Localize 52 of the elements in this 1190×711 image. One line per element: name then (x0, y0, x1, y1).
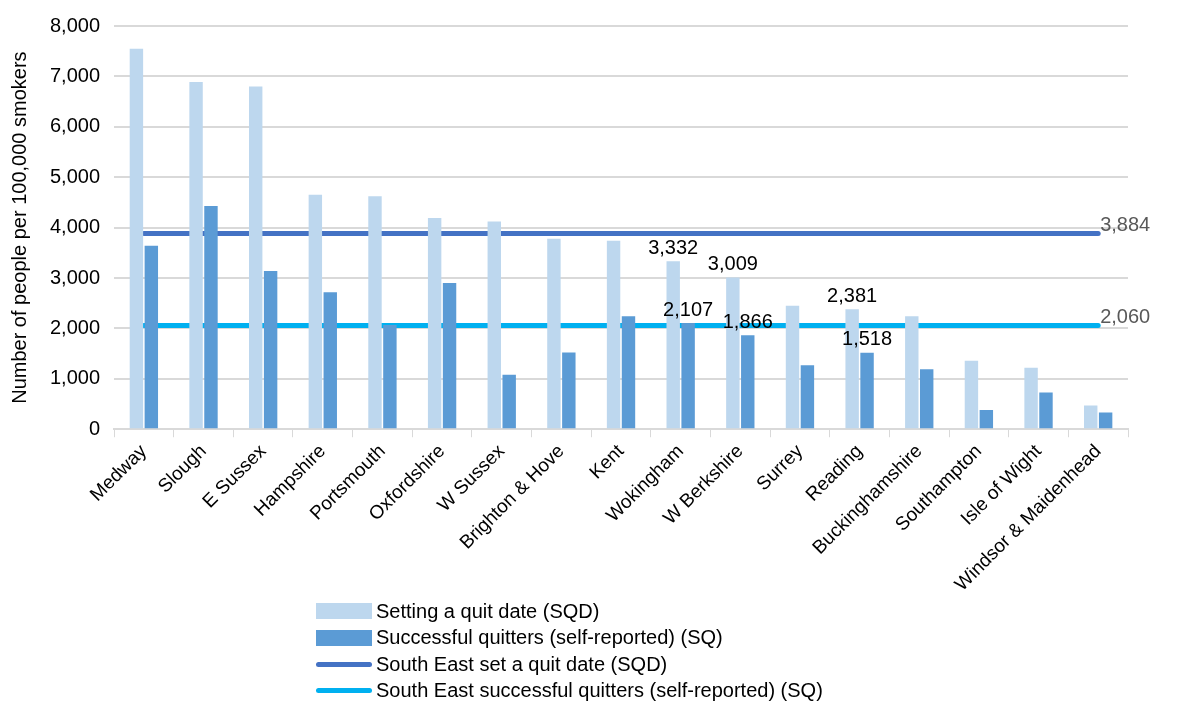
y-tick-label: 4,000 (49, 215, 101, 238)
bar (905, 316, 919, 429)
bar (487, 221, 501, 429)
bar (502, 374, 516, 429)
data-label: 2,060 (1100, 304, 1151, 327)
legend-label: South East set a quit date (SQD) (376, 652, 668, 676)
bar (606, 240, 621, 429)
bar (562, 352, 576, 429)
y-tick-label: 6,000 (49, 114, 101, 137)
y-tick-label: 3,000 (49, 265, 101, 288)
bar (681, 323, 695, 429)
bar (547, 238, 561, 429)
bar (1024, 367, 1038, 429)
bar (263, 270, 278, 429)
data-label: 2,107 (663, 297, 714, 320)
y-tick-label: 0 (88, 416, 101, 439)
y-tick-label: 2,000 (49, 315, 101, 338)
y-tick-label: 7,000 (49, 63, 101, 86)
bar (383, 324, 397, 429)
bar (189, 81, 203, 429)
bar (1039, 392, 1053, 429)
bar (1084, 405, 1098, 429)
data-label: 2,381 (827, 283, 878, 306)
bar (129, 48, 144, 429)
y-axis-title: Number of people per 100,000 smokers (7, 51, 30, 404)
bar (308, 194, 323, 429)
y-tick-label: 8,000 (49, 13, 101, 36)
data-label: 3,884 (1100, 212, 1151, 235)
bar (800, 365, 815, 429)
data-label: 1,518 (842, 327, 893, 350)
y-tick-label: 1,000 (49, 366, 101, 389)
bar (979, 410, 994, 429)
bar (621, 316, 636, 429)
bar (368, 196, 382, 429)
legend-label: Successful quitters (self-reported) (SQ) (376, 626, 723, 650)
bar (964, 360, 979, 429)
bar (442, 283, 457, 429)
legend-label: South East successful quitters (self-reported) (SQ) (376, 679, 823, 703)
bar (785, 305, 800, 429)
bar (323, 292, 337, 429)
bar (204, 205, 218, 429)
bar (427, 218, 442, 429)
y-tick-label: 5,000 (49, 164, 101, 187)
bar (248, 86, 263, 429)
bar (144, 245, 159, 429)
bar (860, 352, 874, 429)
legend-label: Setting a quit date (SQD) (376, 599, 600, 623)
data-label: 3,009 (707, 252, 758, 275)
bar (741, 335, 755, 429)
bar (1098, 412, 1113, 429)
bar (919, 369, 934, 429)
data-label: 3,332 (648, 235, 699, 258)
